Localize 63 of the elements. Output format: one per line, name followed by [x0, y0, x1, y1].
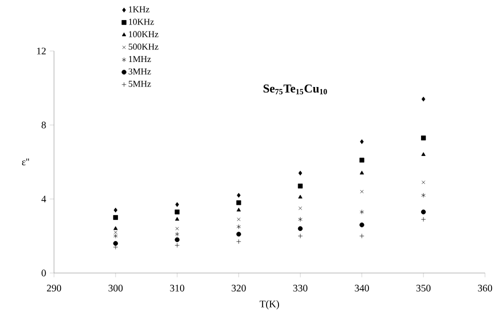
point	[422, 180, 426, 184]
point	[236, 239, 242, 244]
point	[359, 222, 364, 228]
point	[175, 226, 179, 230]
x-tick-label: 360	[478, 284, 492, 292]
y-tick-label: 8	[42, 122, 46, 128]
x-tick-label: 310	[170, 284, 184, 292]
point	[114, 230, 118, 234]
legend-label: 1MHz	[128, 56, 151, 62]
text: Se$_{75}$Te$_{15}$Cu$_{10}$	[264, 84, 327, 94]
x-tick-label: 340	[354, 284, 369, 292]
y-tick-label: 12	[37, 48, 46, 54]
point	[359, 234, 364, 238]
x-tick-label: 350	[416, 284, 431, 292]
legend-label: 100KHz	[128, 31, 158, 38]
y-tick-label: 4	[41, 196, 46, 202]
point	[421, 192, 426, 198]
point	[113, 215, 118, 220]
point	[174, 210, 180, 214]
point	[236, 200, 242, 206]
point	[298, 216, 302, 222]
point	[236, 232, 242, 237]
point	[421, 152, 426, 156]
point	[298, 184, 303, 188]
point	[113, 241, 118, 246]
point	[236, 208, 241, 212]
y-axis-title: ε''	[22, 158, 30, 166]
legend-label: 10KHz	[128, 18, 154, 25]
x-tick-label: 290	[46, 284, 62, 292]
x-tick-label: 320	[232, 284, 246, 292]
point	[236, 192, 241, 198]
point	[236, 218, 240, 222]
x-tick-label: 300	[108, 284, 123, 292]
point	[359, 158, 364, 163]
point	[175, 216, 180, 221]
legend-label: 500KHz	[128, 44, 158, 50]
point	[174, 237, 180, 242]
point	[360, 170, 364, 174]
point	[298, 226, 303, 231]
point	[298, 194, 302, 198]
legend-label: 3MHz	[128, 68, 151, 74]
legend-label: 5MHz	[128, 80, 151, 87]
point	[421, 216, 426, 222]
point	[236, 224, 241, 230]
point	[175, 202, 179, 207]
point	[298, 170, 302, 176]
point	[421, 136, 426, 140]
x-tick-label: 330	[293, 284, 308, 292]
point	[113, 226, 118, 230]
point	[360, 139, 364, 144]
point	[421, 210, 426, 214]
point	[114, 208, 118, 212]
x-axis-title: T(K)	[260, 300, 280, 310]
point	[422, 96, 426, 102]
legend-label: 1KHz	[128, 6, 150, 12]
point	[298, 234, 303, 238]
point	[113, 234, 118, 238]
point	[174, 242, 180, 248]
point	[175, 232, 180, 237]
point	[360, 210, 364, 214]
point	[298, 206, 302, 210]
point	[360, 190, 364, 194]
y-tick-label: 0	[42, 270, 46, 276]
